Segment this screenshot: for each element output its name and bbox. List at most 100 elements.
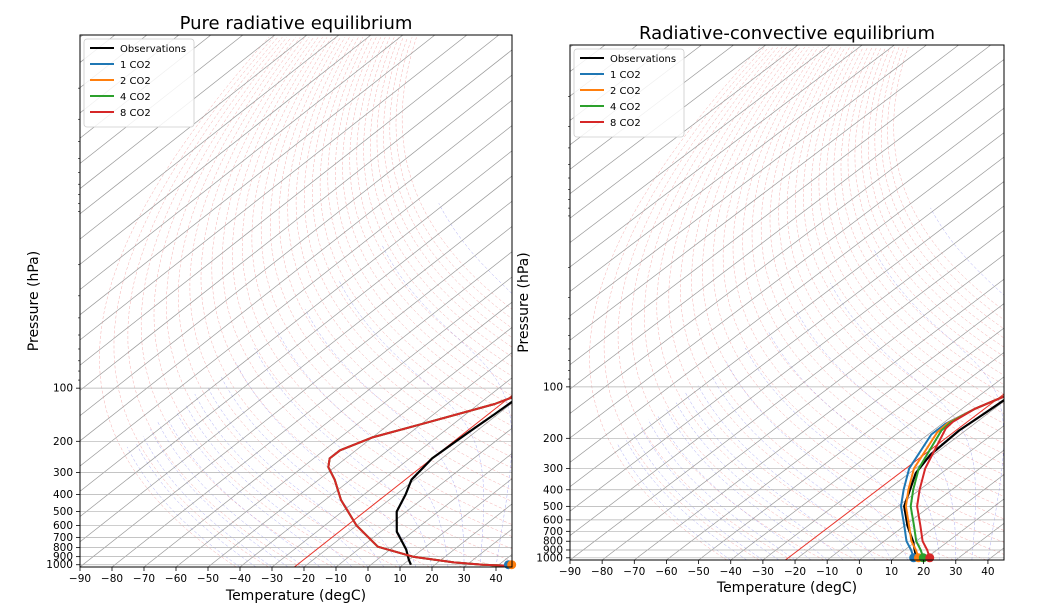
isotherm-gridline	[570, 107, 1004, 439]
dry-adiabat-line	[278, 37, 512, 480]
dry-adiabat-line	[833, 47, 1004, 395]
dry-adiabat-line	[356, 37, 512, 377]
moist-adiabat-line	[235, 362, 417, 567]
dry-adiabat-line	[270, 37, 512, 491]
y-tick-label: 500	[543, 501, 563, 513]
moist-adiabat-line	[338, 280, 485, 567]
moist-adiabat-line	[220, 376, 401, 567]
dry-adiabat-line	[811, 47, 1004, 424]
isotherm-gridline	[80, 99, 512, 442]
dry-adiabat-line	[319, 37, 512, 427]
dry-adiabat-line	[712, 47, 1004, 543]
dry-adiabat-line	[631, 47, 825, 560]
isotherm-gridline	[570, 229, 1004, 560]
y-tick-label: 900	[543, 544, 563, 556]
moist-adiabat-line	[633, 433, 764, 560]
moist-adiabat-line	[194, 393, 369, 567]
legend-label: Observations	[610, 54, 676, 65]
legend-box	[83, 38, 195, 128]
dry-adiabat-line	[287, 37, 512, 469]
y-tick-label: 400	[53, 489, 73, 501]
dry-adiabat-line	[312, 37, 512, 437]
moist-adiabat-line	[745, 347, 924, 560]
dry-adiabat-line	[732, 47, 1004, 520]
isotherm-gridline	[570, 45, 895, 292]
x-tick-label: −80	[591, 566, 613, 578]
dry-adiabat-line	[880, 47, 1004, 330]
y-tick-label: 100	[543, 381, 563, 393]
dry-adiabat-line	[702, 47, 1004, 555]
dry-adiabat-line	[127, 37, 301, 567]
moist-adiabat-line	[830, 282, 976, 560]
isotherm-gridline	[570, 132, 1004, 463]
dry-adiabat-line	[887, 47, 1004, 320]
dry-adiabat-line	[260, 37, 512, 502]
moist-adiabat-line	[382, 245, 512, 567]
dry-adiabat-line	[401, 37, 512, 310]
chart-title: Pure radiative equilibrium	[180, 13, 413, 34]
x-tick-label: −60	[165, 573, 187, 585]
moist-adiabat-line	[626, 440, 747, 560]
isotherm-gridline	[570, 58, 1004, 390]
isotherm-gridline	[80, 35, 468, 341]
dry-adiabat-line	[722, 47, 1004, 531]
dry-adiabat-line	[818, 47, 1004, 414]
chart-pure-radiative: −90 −80 −70 −60 −50 −40 −30 −20 −10 0 10 20 30 40 100 2…	[26, 13, 517, 604]
series-line-8-co2	[916, 395, 1004, 559]
isotherm-gridline	[80, 35, 340, 240]
y-tick-label: 800	[53, 542, 73, 554]
moist-adiabat-line	[697, 385, 876, 560]
dry-adiabat-line	[603, 47, 765, 560]
x-tick-label: −20	[293, 573, 315, 585]
dry-adiabat-line	[680, 47, 954, 560]
dry-adiabat-line	[295, 37, 512, 458]
series-line-observations	[395, 400, 512, 566]
isotherm-gridline	[570, 181, 1004, 512]
x-tick-label: 30	[457, 573, 470, 585]
moist-adiabat-line	[767, 330, 940, 560]
isotherm-gridline	[80, 226, 512, 567]
isotherm-gridline	[570, 205, 1004, 537]
y-tick-label: 600	[53, 520, 73, 532]
moist-adiabat-line	[150, 429, 289, 567]
reference-isotherm-line	[294, 394, 512, 567]
dry-adiabat-line	[232, 37, 512, 537]
isotherm-gridline	[80, 35, 436, 316]
x-tick-label: −70	[133, 573, 155, 585]
dry-adiabat-line	[847, 47, 1004, 376]
y-tick-label: 700	[53, 532, 73, 544]
dry-adiabat-line	[383, 37, 512, 338]
y-tick-label: 800	[543, 536, 563, 548]
y-tick-label: 1000	[46, 559, 73, 571]
isotherm-gridline	[80, 150, 512, 492]
isotherm-gridline	[570, 45, 831, 243]
x-tick-label: 30	[949, 566, 962, 578]
x-tick-label: 0	[856, 566, 863, 578]
dry-adiabat-line	[874, 47, 1004, 339]
moist-adiabat-line	[142, 436, 273, 567]
isotherm-gridline	[1052, 45, 1062, 560]
moist-adiabat-line	[685, 392, 860, 560]
moist-adiabat-line	[675, 402, 844, 560]
dry-adiabat-line	[786, 47, 1004, 455]
plot-frame	[569, 44, 1005, 561]
y-tick-label: 700	[543, 526, 563, 538]
plot-area	[570, 45, 1062, 560]
isotherm-gridline	[570, 45, 959, 341]
isotherm-gridline	[143, 276, 512, 567]
reference-isotherm-line	[785, 393, 1004, 560]
isotherm-gridline	[570, 45, 992, 366]
moist-adiabat-line	[438, 203, 512, 567]
isotherm-gridline	[698, 327, 1004, 560]
moist-adiabat-line	[175, 411, 337, 567]
y-tick-label: 900	[53, 551, 73, 563]
dry-adiabat-line	[742, 47, 1004, 508]
isotherm-gridline	[367, 453, 512, 567]
x-tick-label: 40	[981, 566, 994, 578]
isotherm-gridline	[634, 278, 1004, 560]
dry-adiabat-line	[99, 37, 270, 567]
x-tick-label: −80	[101, 573, 123, 585]
dry-adiabat-line	[211, 37, 512, 562]
isotherm-gridline	[303, 402, 512, 567]
